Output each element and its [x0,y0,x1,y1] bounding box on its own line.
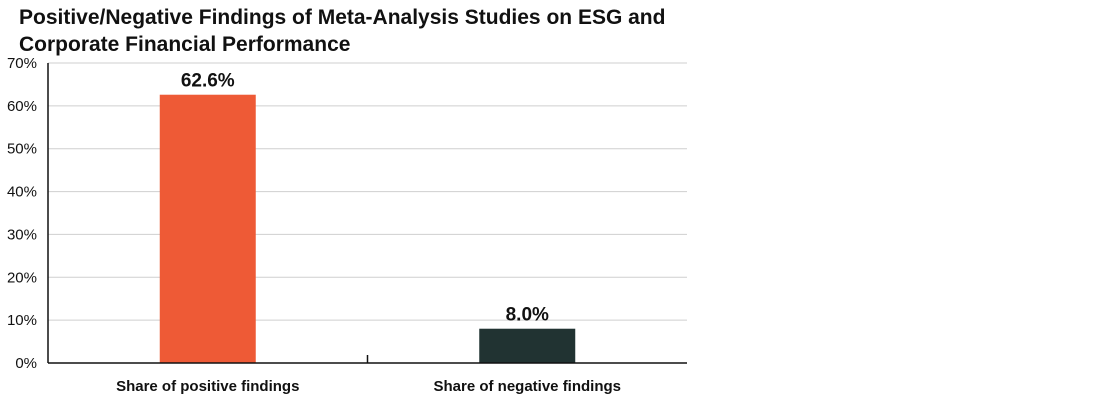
chart-title: Positive/Negative Findings of Meta-Analy… [19,6,666,56]
y-tick-label: 30% [7,226,37,243]
bars [159,94,576,363]
y-tick-label: 20% [7,269,37,286]
data-label: 62.6% [181,71,235,92]
y-axis-tick-labels: 0% 10% 20% 30% 40% 50% 60% 70% [7,55,37,372]
y-tick-label: 60% [7,98,37,115]
x-category-label: Share of negative findings [433,378,621,395]
axes [47,63,687,364]
bar [159,94,256,363]
x-axis-category-labels: Share of positive findings Share of negat… [116,378,621,395]
bar [479,328,576,363]
grid-lines [48,62,687,321]
y-tick-label: 0% [15,355,37,372]
y-tick-label: 50% [7,141,37,158]
data-labels: 62.6% 8.0% [181,71,549,326]
x-category-label: Share of positive findings [116,378,299,395]
data-label: 8.0% [506,305,549,326]
y-tick-label: 70% [7,55,37,72]
y-tick-label: 40% [7,184,37,201]
y-tick-label: 10% [7,312,37,329]
